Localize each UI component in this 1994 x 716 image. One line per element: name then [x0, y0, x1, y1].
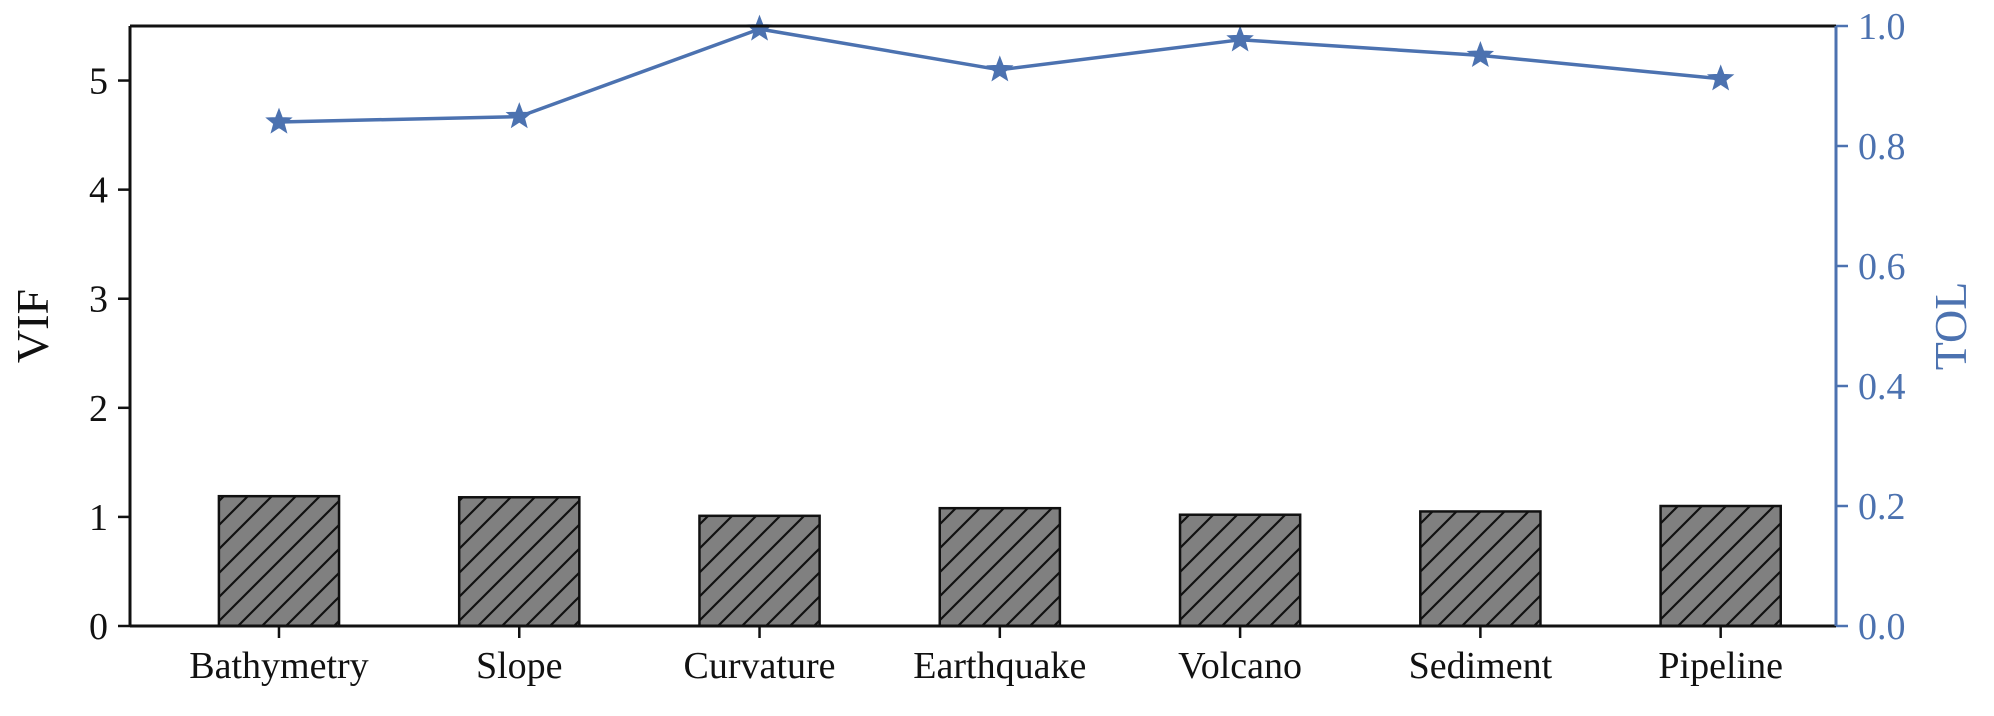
- axis-labels: 0 1 2 3 4 5 0.0 0.2 0.4 0.6 0.8 1.0 Bathymetry Slope C…: [7, 6, 1976, 687]
- y-tick-label: 5: [89, 61, 108, 103]
- y-tick-label: 1: [89, 497, 108, 539]
- bar-series: [217, 494, 1782, 628]
- x-tick-label: Bathymetry: [189, 645, 368, 687]
- tol-point-pipeline: [1706, 64, 1735, 91]
- bar-volcano: [1178, 513, 1302, 628]
- bar-sediment: [1419, 510, 1542, 628]
- axes: [118, 24, 1848, 638]
- y2-tick-label: 0.2: [1858, 486, 1906, 528]
- y-tick-label: 3: [89, 279, 108, 321]
- tol-point-slope: [505, 102, 533, 129]
- bar-earthquake: [938, 506, 1062, 628]
- tol-point-volcano: [1226, 25, 1254, 52]
- y-tick-label: 2: [89, 388, 108, 430]
- bar-slope: [457, 496, 581, 628]
- y-tick-label: 0: [89, 606, 108, 648]
- y2-tick-label: 0.8: [1858, 126, 1906, 168]
- x-tick-label: Sediment: [1409, 645, 1553, 687]
- y-tick-label: 4: [89, 170, 108, 212]
- tol-point-curvature: [745, 14, 774, 41]
- tol-point-bathymetry: [265, 107, 293, 134]
- y2-tick-label: 0.6: [1858, 246, 1906, 288]
- bar-curvature: [698, 514, 821, 628]
- y-axis-title: VIF: [7, 289, 58, 363]
- y2-tick-label: 0.0: [1858, 606, 1906, 648]
- y2-tick-label: 0.4: [1858, 366, 1906, 408]
- tol-line-series: [265, 14, 1735, 134]
- y2-axis-title: TOL: [1925, 282, 1976, 371]
- tol-point-earthquake: [986, 55, 1014, 82]
- x-tick-label: Pipeline: [1658, 645, 1783, 687]
- x-tick-label: Volcano: [1178, 645, 1302, 687]
- x-tick-label: Slope: [476, 645, 563, 687]
- x-tick-label: Earthquake: [913, 645, 1086, 687]
- tol-point-sediment: [1466, 40, 1495, 68]
- y2-tick-label: 1.0: [1858, 6, 1906, 48]
- bar-bathymetry: [217, 494, 341, 628]
- bar-pipeline: [1659, 504, 1782, 628]
- x-tick-label: Curvature: [684, 645, 836, 687]
